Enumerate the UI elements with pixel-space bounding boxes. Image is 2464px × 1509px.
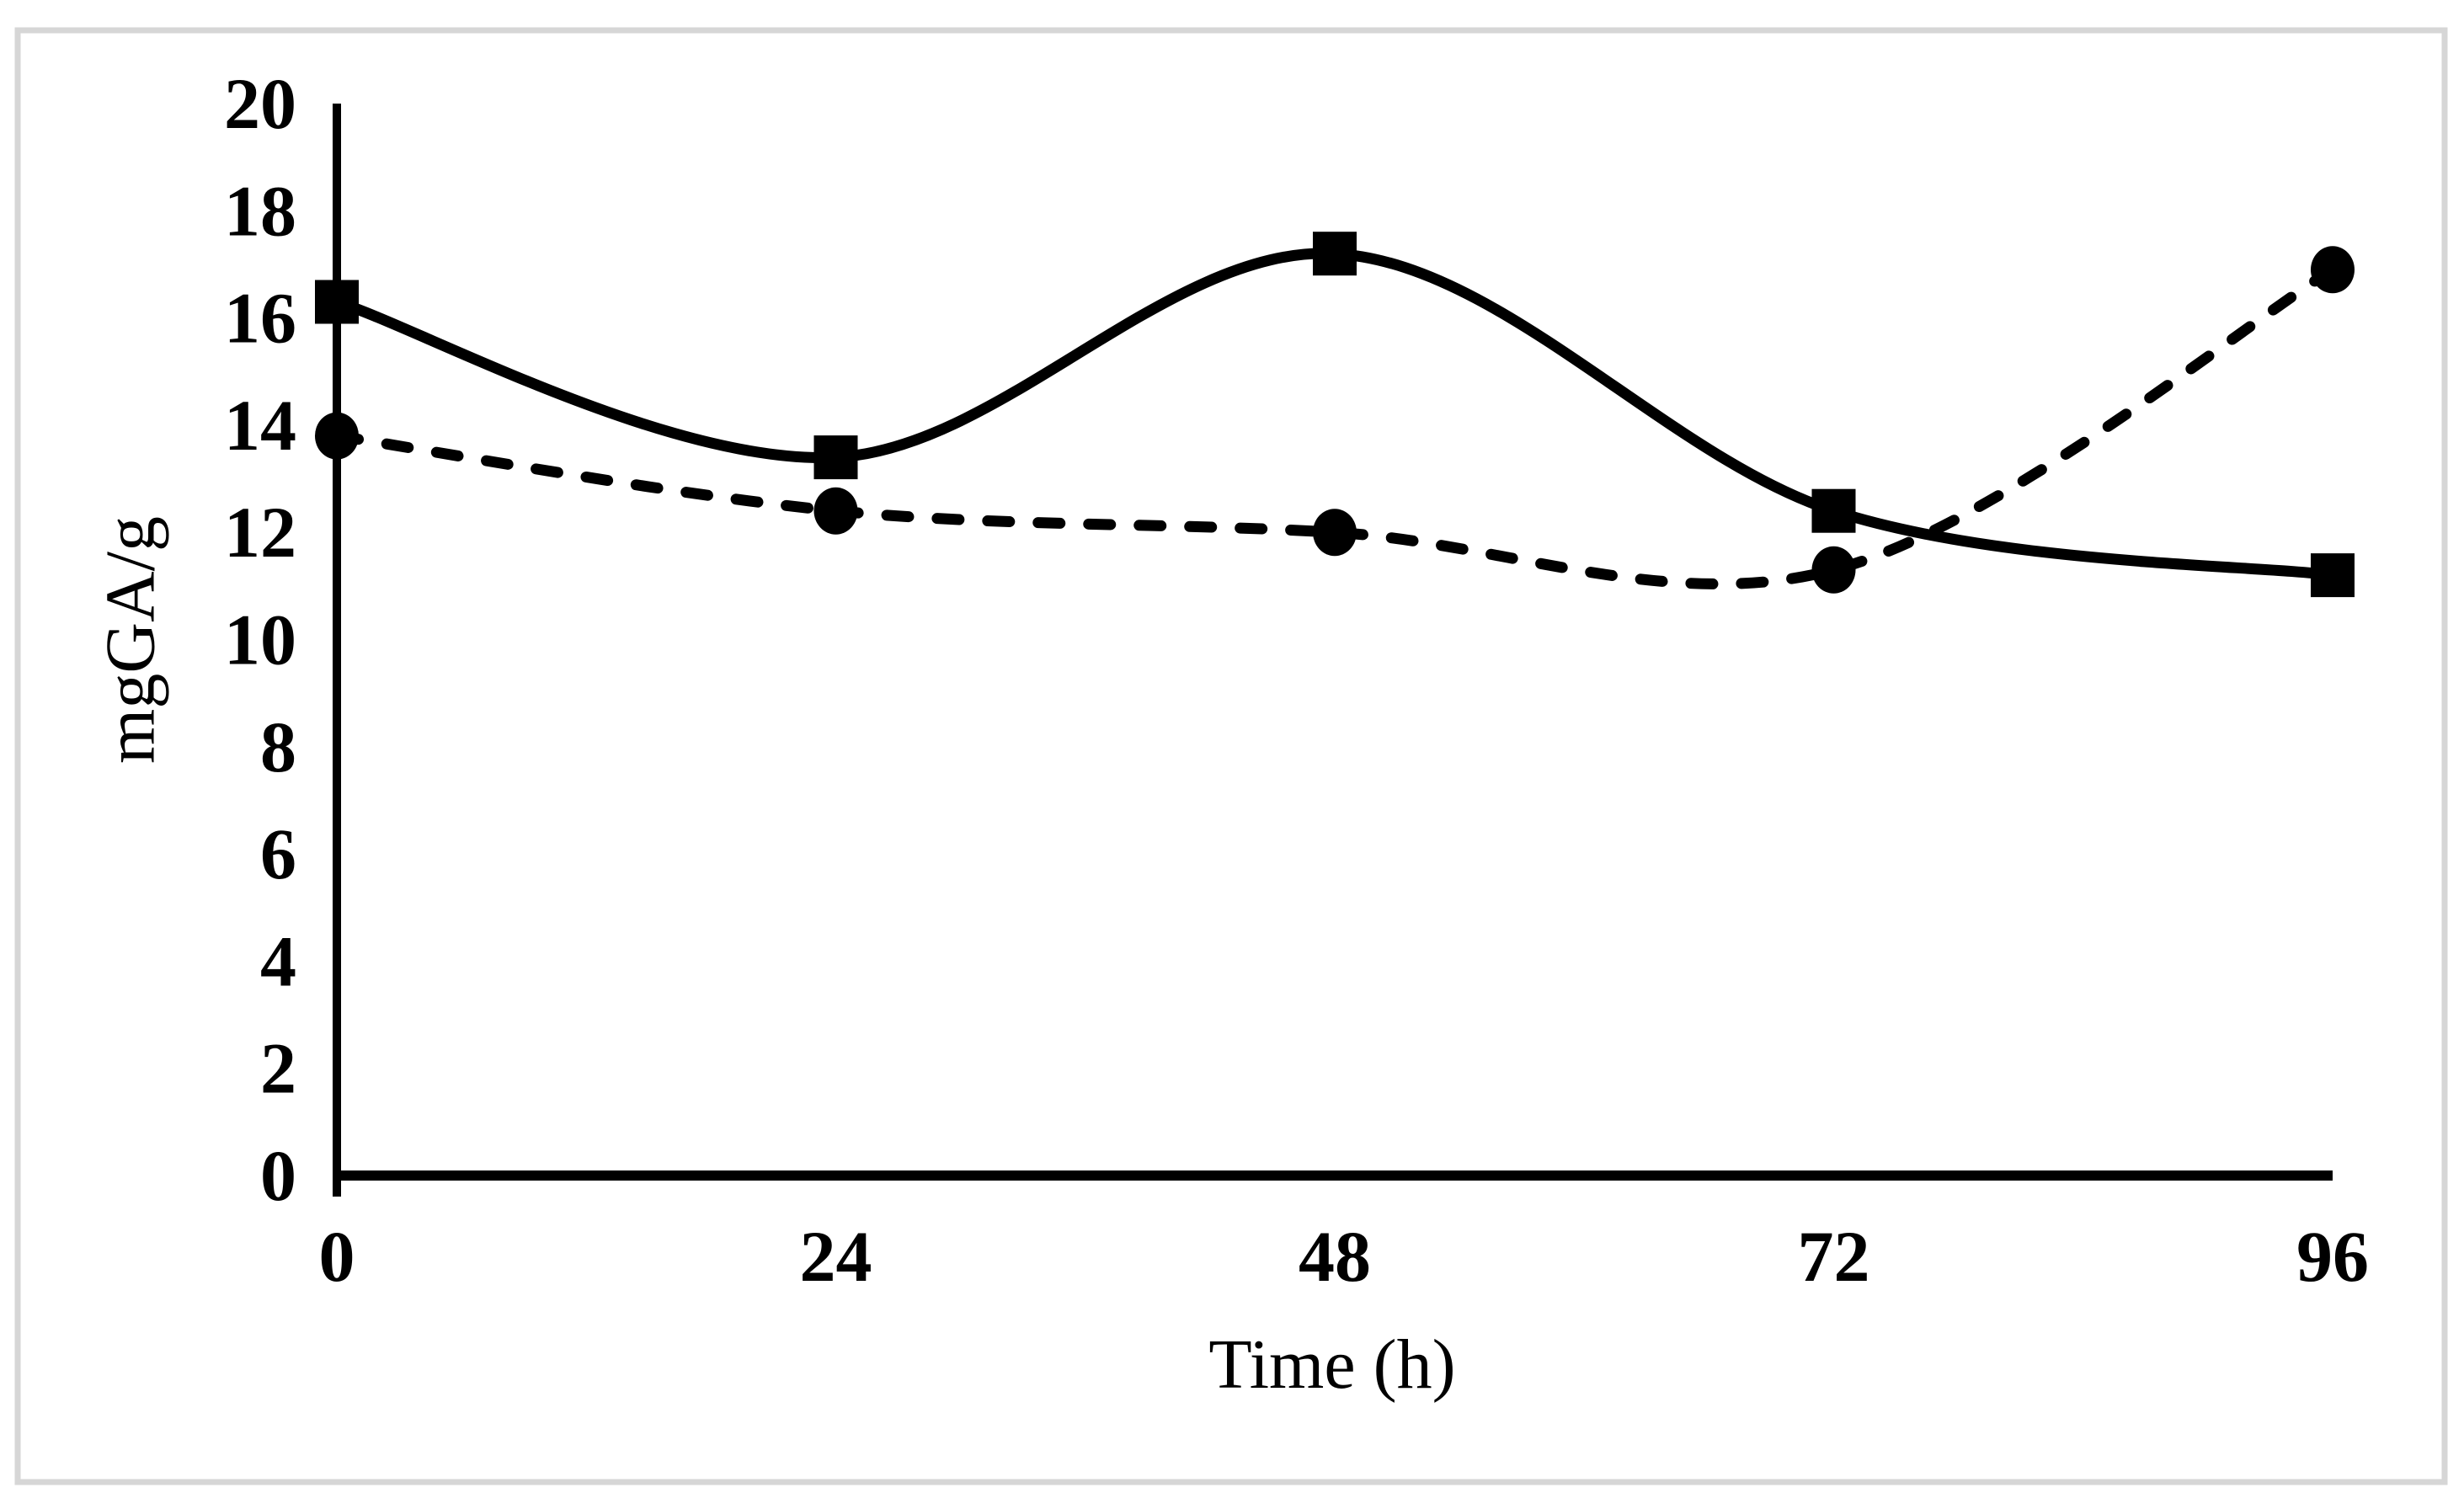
y-tick-label: 2 [260,1028,296,1109]
square-marker [315,280,359,324]
circle-marker [315,412,359,460]
y-tick-label: 16 [224,278,296,359]
x-tick-label: 48 [1299,1216,1371,1297]
y-tick-label: 12 [224,492,296,573]
y-tick-label: 18 [224,170,296,251]
series-dashed-line-circle-markers [315,246,2355,594]
circle-marker [1811,546,1856,594]
y-tick-label: 8 [260,707,296,787]
x-tick-label: 72 [1798,1216,1870,1297]
series-solid-line-square-markers [315,232,2355,598]
x-tick-label: 96 [2296,1216,2369,1297]
y-tick-label: 6 [260,813,296,894]
x-tick-label: 0 [319,1216,355,1297]
series-layer [315,232,2355,598]
square-marker [813,435,858,480]
x-axis-tick-labels: 0 24 48 72 96 [319,1216,2370,1297]
figure-frame [14,27,2448,1485]
x-tick-label: 24 [800,1216,872,1297]
square-marker [1313,232,1357,276]
y-axis-title: mgGA/g [92,516,170,764]
y-tick-label: 0 [260,1135,296,1216]
x-axis-title: Time (h) [1208,1325,1455,1404]
circle-marker [2311,246,2355,294]
square-marker [2311,553,2355,598]
square-marker [1811,488,1856,533]
y-tick-label: 14 [224,385,296,466]
y-tick-label: 10 [224,600,296,680]
y-tick-label: 4 [260,920,296,1001]
dashed-series-line [331,264,2339,589]
y-tick-label: 20 [224,63,296,144]
y-axis-tick-labels: 20 18 16 14 12 10 8 6 4 2 0 [224,63,296,1216]
circle-marker [1313,509,1357,557]
circle-marker [813,487,858,535]
